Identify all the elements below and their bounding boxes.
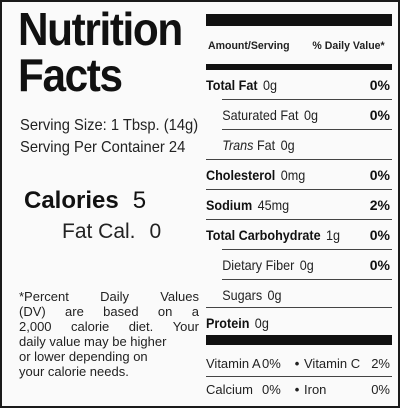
nutrient-daily-value: 2% — [369, 197, 390, 213]
nutrient-label: Total Fat 0g — [206, 77, 277, 93]
calories-label: Calories — [24, 187, 119, 214]
nutrient-row: Trans Fat 0g — [206, 130, 392, 160]
nutrient-daily-value: 0% — [369, 227, 390, 243]
title-line-facts: Facts — [18, 49, 123, 101]
calories-line: Calories 5 — [24, 187, 146, 215]
daily-value-footnote: *Percent Daily Values (DV) are based on a 2,000 c… — [19, 289, 199, 379]
serving-info: Serving Size: 1 Tbsp. (14g) Serving Per … — [20, 115, 198, 159]
vitamin-daily-value: 0% — [371, 381, 390, 397]
page-title: Nutrition Facts — [18, 6, 193, 98]
nutrient-name: Cholesterol — [206, 167, 276, 183]
row-divider — [206, 376, 392, 377]
nutrient-label: Dietary Fiber 0g — [222, 257, 314, 273]
nutrient-label: Protein 0g — [206, 315, 269, 331]
nutrient-row: Sugars 0g — [206, 280, 392, 310]
daily-value-header: % Daily Value* — [312, 40, 385, 52]
calories-value: 5 — [132, 187, 147, 214]
vitamin-daily-value: 2% — [371, 355, 390, 371]
row-divider — [206, 189, 392, 190]
nutrient-daily-value: 0% — [369, 167, 390, 183]
vitamin-daily-value: 0% — [262, 381, 281, 397]
footnote-word: on — [157, 304, 173, 319]
nutrient-table: Amount/Serving % Daily Value* Total Fat 0… — [206, 14, 392, 402]
vitamin-daily-value: 0% — [262, 355, 281, 371]
row-divider — [206, 307, 392, 308]
nutrient-label: Cholesterol 0mg — [206, 167, 305, 183]
footnote-line: 2,000 calorie diet. Your — [19, 319, 199, 334]
footnote-word: diet. — [128, 319, 154, 334]
vitamin-label: Vitamin C — [304, 355, 361, 371]
footnote-word: 2,000 — [19, 319, 52, 334]
footnote-word: *Percent — [19, 289, 69, 304]
nutrient-row: Protein 0g — [206, 308, 392, 338]
footnote-word: are — [65, 304, 84, 319]
nutrient-row: Total Carbohydrate 1g 0% — [206, 220, 392, 250]
footnote-line: *Percent Daily Values — [19, 289, 199, 304]
nutrient-amount: 0g — [280, 137, 295, 153]
nutrient-label: Saturated Fat 0g — [222, 107, 318, 123]
nutrient-amount: 0g — [299, 257, 314, 273]
nutrient-daily-value: 0% — [369, 257, 390, 273]
footnote-line: or lower depending on — [19, 349, 148, 364]
thick-rule-bottom — [206, 335, 392, 345]
nutrient-amount: 0g — [254, 315, 269, 331]
footnote-word: a — [191, 304, 199, 319]
footnote-word: (DV) — [19, 304, 46, 319]
nutrient-row: Cholesterol 0mg 0% — [206, 160, 392, 190]
table-header: Amount/Serving % Daily Value* — [208, 40, 385, 52]
nutrient-label: Sodium 45mg — [206, 197, 289, 213]
vitamin-label: Iron — [304, 381, 327, 397]
footnote-word: Your — [172, 319, 199, 334]
nutrient-label: Trans Fat 0g — [222, 137, 295, 153]
nutrient-amount: 45mg — [257, 197, 290, 213]
fat-calories-label: Fat Cal. — [62, 220, 136, 243]
row-divider — [222, 279, 392, 280]
fat-calories-value: 0 — [149, 220, 162, 243]
nutrient-daily-value: 0% — [369, 107, 390, 123]
row-divider — [206, 159, 392, 160]
vitamin-label: Vitamin A — [206, 355, 261, 371]
row-divider — [222, 99, 392, 100]
nutrient-name: Sodium — [206, 197, 253, 213]
nutrient-amount: 1g — [325, 227, 341, 243]
footnote-word: Daily — [100, 289, 129, 304]
nutrient-label: Total Carbohydrate 1g — [206, 227, 340, 243]
vitamin-label: Calcium — [206, 381, 253, 397]
nutrient-row: Saturated Fat 0g 0% — [206, 100, 392, 130]
nutrient-amount: 0g — [267, 287, 282, 303]
nutrient-row: Total Fat 0g 0% — [206, 70, 392, 100]
fat-calories-line: Fat Cal. 0 — [62, 219, 161, 245]
footnote-line: daily value may be higher — [19, 334, 167, 349]
row-divider — [222, 129, 392, 130]
thick-rule-top — [206, 14, 392, 26]
nutrient-label: Sugars 0g — [222, 287, 282, 303]
row-divider — [222, 249, 392, 250]
nutrient-name: Total Carbohydrate — [206, 227, 321, 243]
nutrient-name: Protein — [206, 315, 250, 331]
footnote-word: Values — [160, 289, 199, 304]
thick-rule-mid — [206, 64, 392, 70]
footnote-line: your calorie needs. — [19, 364, 129, 379]
title-line-nutrition: Nutrition — [18, 3, 183, 55]
nutrient-label-italic: Trans — [222, 137, 254, 153]
servings-per-container: Serving Per Container 24 — [20, 139, 186, 156]
nutrient-amount: 0g — [303, 107, 318, 123]
vitamin-row: Calcium 0% • Iron 0% — [206, 377, 392, 401]
nutrient-row: Sodium 45mg 2% — [206, 190, 392, 220]
nutrient-daily-value: 0% — [369, 77, 390, 93]
amount-per-serving-header: Amount/Serving — [208, 40, 290, 52]
row-divider — [206, 219, 392, 220]
footnote-line: (DV) are based on a — [19, 304, 199, 319]
nutrient-name: Total Fat — [206, 77, 258, 93]
nutrient-amount: 0g — [262, 77, 277, 93]
serving-size: Serving Size: 1 Tbsp. (14g) — [20, 117, 199, 134]
footnote-word: calorie — [70, 319, 110, 334]
footnote-word: based — [103, 304, 139, 319]
bullet-separator: • — [294, 381, 300, 397]
vitamin-row: Vitamin A 0% • Vitamin C 2% — [206, 351, 392, 375]
nutrient-row: Dietary Fiber 0g 0% — [206, 250, 392, 280]
nutrient-amount: 0mg — [280, 167, 306, 183]
bullet-separator: • — [294, 355, 300, 371]
